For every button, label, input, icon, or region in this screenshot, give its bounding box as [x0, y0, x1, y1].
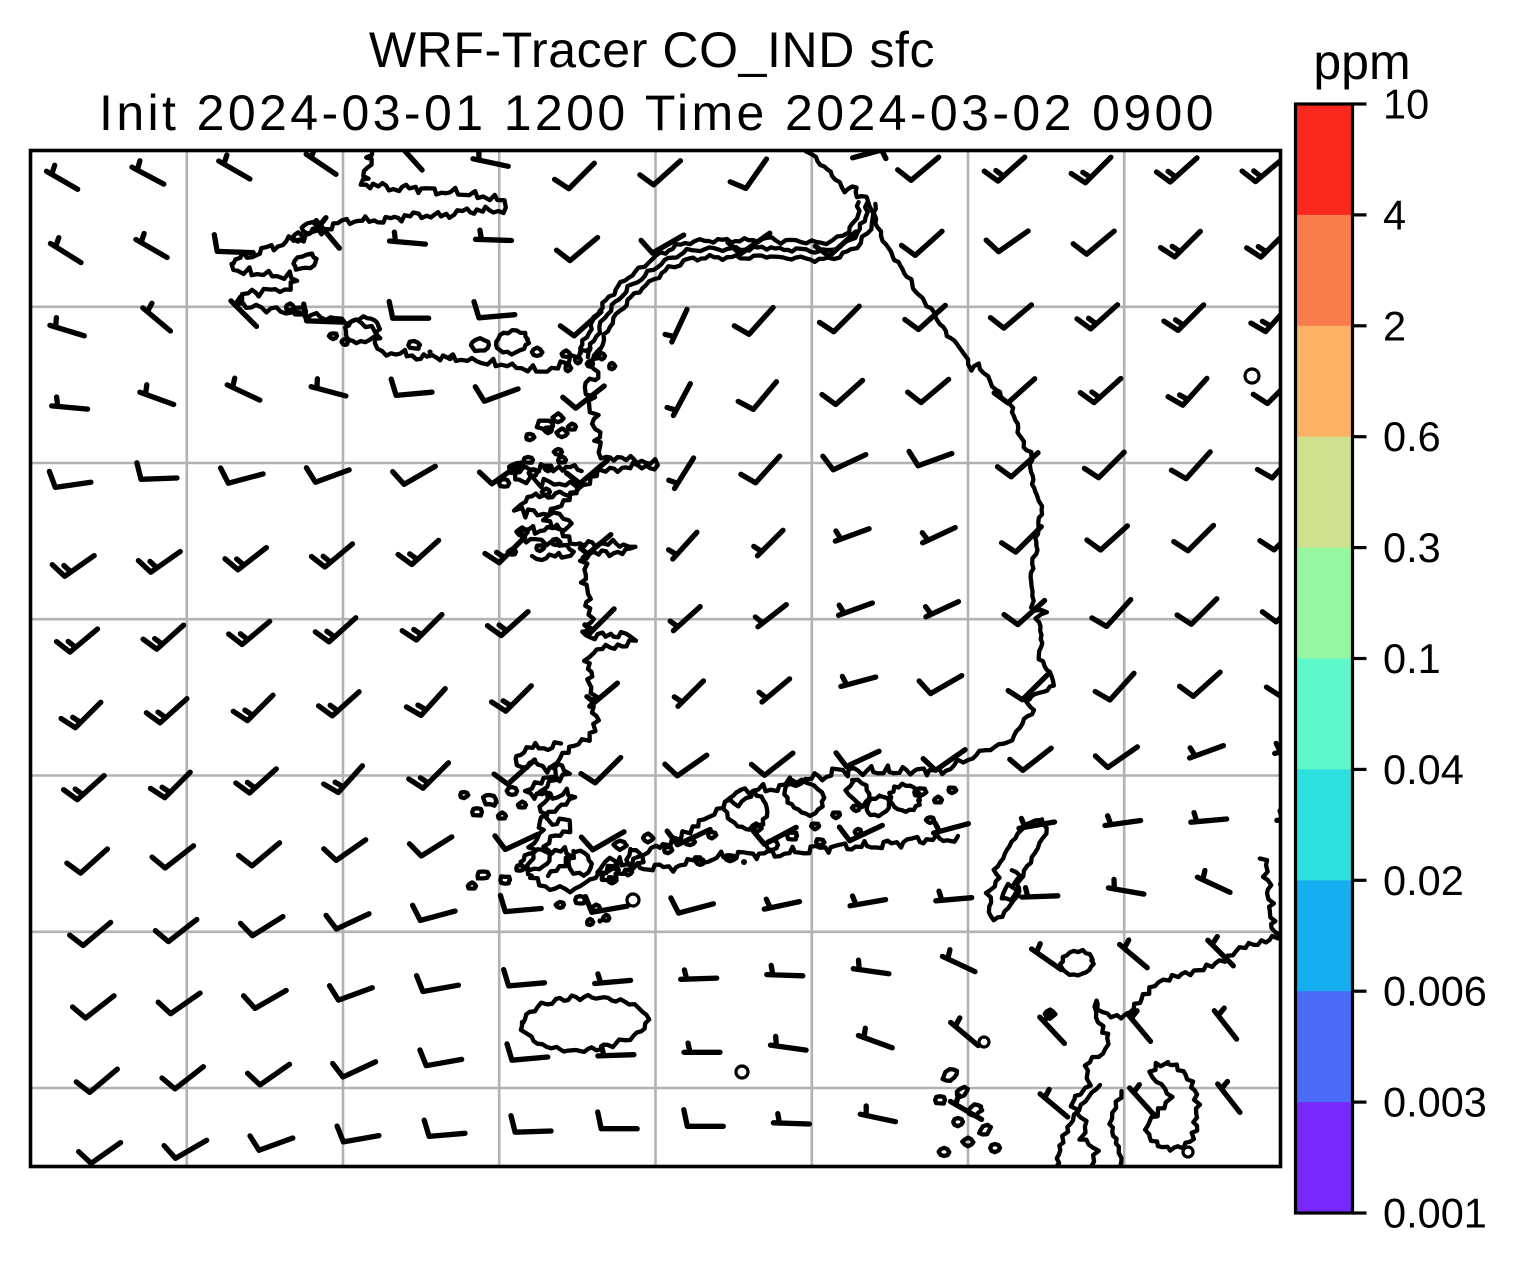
svg-text:0.003: 0.003	[1383, 1079, 1487, 1126]
svg-text:WRF-Tracer CO_IND sfc: WRF-Tracer CO_IND sfc	[369, 22, 935, 78]
svg-text:4: 4	[1383, 191, 1406, 238]
svg-text:0.001: 0.001	[1383, 1190, 1487, 1237]
svg-text:Init 2024-03-01 1200 Time 2024: Init 2024-03-01 1200 Time 2024-03-02 090…	[99, 85, 1217, 141]
svg-text:0.3: 0.3	[1383, 524, 1441, 571]
svg-text:0.1: 0.1	[1383, 635, 1441, 682]
svg-text:2: 2	[1383, 302, 1406, 349]
svg-text:10: 10	[1383, 81, 1429, 128]
svg-text:0.6: 0.6	[1383, 413, 1441, 460]
svg-text:0.02: 0.02	[1383, 857, 1464, 904]
svg-text:0.04: 0.04	[1383, 746, 1464, 793]
svg-text:0.006: 0.006	[1383, 968, 1487, 1015]
svg-text:ppm: ppm	[1313, 34, 1410, 90]
